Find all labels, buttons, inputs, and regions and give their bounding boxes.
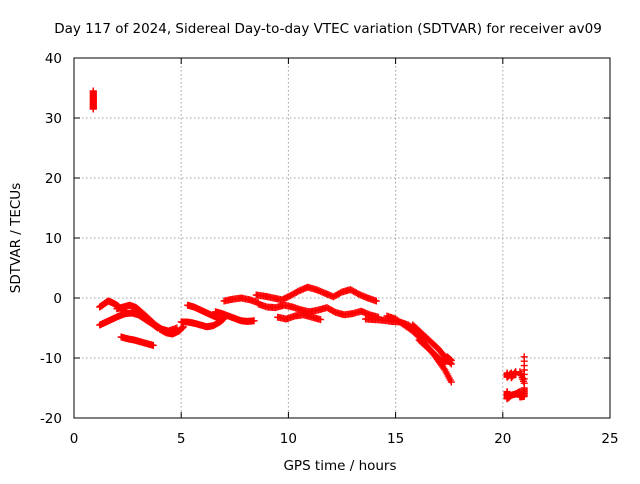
series-arc-20 [516, 353, 528, 387]
axis-ticks: 0 5 10 15 20 25 -20 -10 0 10 20 30 40 [40, 51, 619, 447]
series-arc-7 [184, 301, 224, 322]
series-arc-10 [252, 283, 380, 305]
x-tick-label: 25 [601, 431, 618, 447]
x-tick-label: 0 [70, 431, 79, 447]
series-arc-2 [96, 309, 162, 332]
series-arc-12 [274, 311, 325, 324]
data-point [317, 316, 325, 324]
x-tick-label: 20 [494, 431, 511, 447]
y-tick-label: 10 [45, 231, 62, 247]
data-point [372, 297, 380, 305]
series-arc-4 [117, 333, 157, 349]
x-tick-label: 15 [387, 431, 404, 447]
series-arc-8 [212, 308, 258, 325]
x-tick-label: 5 [177, 431, 186, 447]
series-arc-18 [503, 368, 520, 382]
data-point [447, 378, 455, 386]
y-axis-label: SDTVAR / TECUs [8, 183, 24, 293]
data-point [89, 105, 97, 113]
series-arc-16 [415, 336, 449, 368]
y-tick-label: 40 [45, 51, 62, 67]
chart-title: Day 117 of 2024, Sidereal Day-to-day VTE… [54, 21, 602, 37]
y-tick-label: 0 [53, 291, 62, 307]
data-point [250, 317, 258, 325]
data-point [440, 359, 448, 367]
data-point [447, 356, 455, 364]
series-arc-5 [156, 323, 187, 338]
x-tick-label: 10 [280, 431, 297, 447]
data-point [512, 371, 520, 379]
grid [74, 58, 610, 418]
data-points [89, 87, 528, 403]
y-tick-label: -10 [40, 351, 62, 367]
x-axis-label: GPS time / hours [283, 458, 396, 474]
series-arc-9 [220, 294, 262, 307]
y-tick-label: 20 [45, 171, 62, 187]
series-arc-3 [113, 301, 181, 335]
series-arc-outlier [89, 87, 97, 113]
y-tick-label: 30 [45, 111, 62, 127]
data-point [149, 341, 157, 349]
data-point [520, 353, 528, 361]
y-tick-label: -20 [40, 411, 62, 427]
series-arc-11 [254, 300, 382, 321]
data-point [441, 360, 449, 368]
series-arc-19 [503, 384, 528, 403]
series-arc-17 [443, 353, 455, 364]
plot-frame [73, 57, 611, 419]
